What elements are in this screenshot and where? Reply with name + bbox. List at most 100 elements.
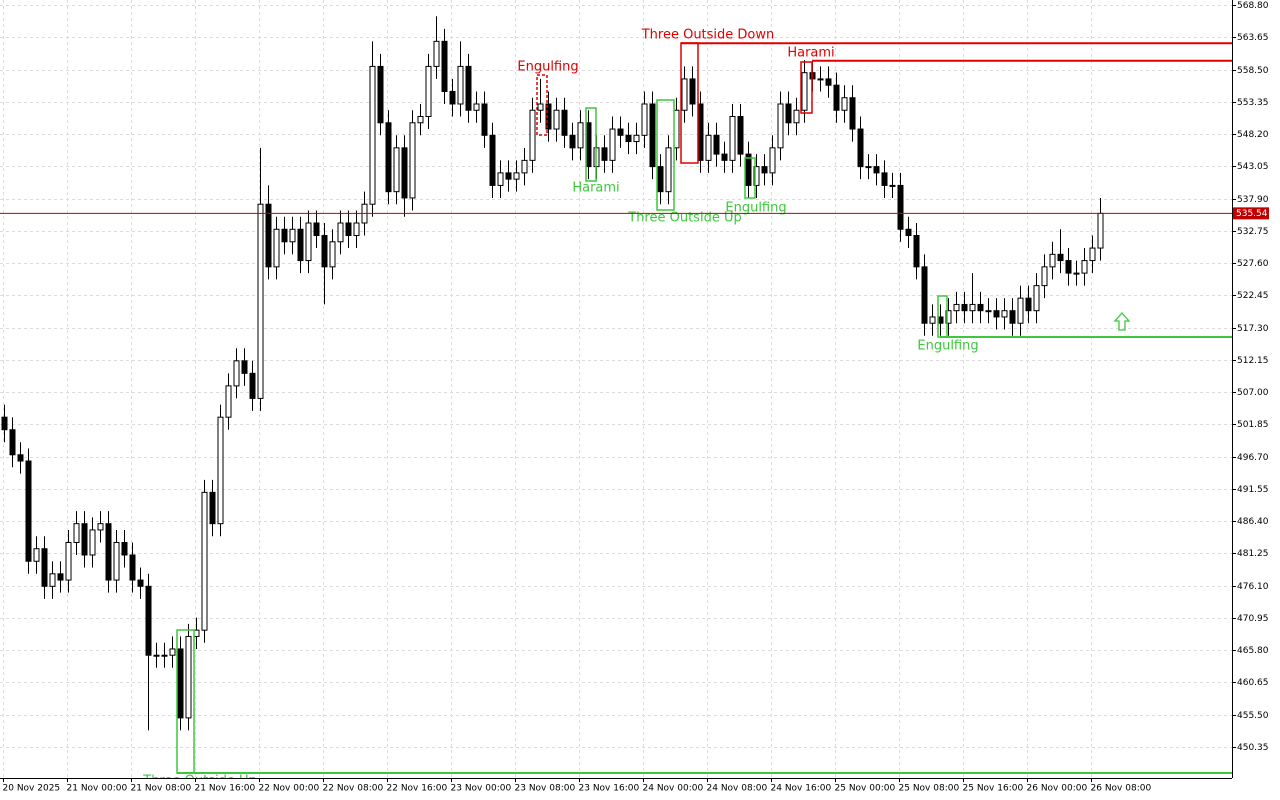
x-tick-label: 22 Nov 08:00 — [323, 784, 384, 794]
candle-body — [1033, 285, 1040, 312]
candle-body — [289, 228, 296, 243]
candle-body — [713, 134, 720, 155]
candle-body — [497, 172, 504, 186]
candle-body — [929, 316, 936, 324]
candle-body — [273, 228, 280, 268]
candle-body — [801, 72, 808, 111]
candle-body — [1025, 297, 1032, 312]
x-tick-label: 24 Nov 00:00 — [643, 784, 704, 794]
pattern-label: Harami — [572, 181, 619, 196]
candle-body — [417, 116, 424, 124]
candle-body — [217, 416, 224, 525]
candle-body — [33, 548, 40, 562]
candle-body — [257, 203, 264, 399]
candle-body — [913, 235, 920, 268]
candle-body — [65, 541, 72, 581]
candle-body — [113, 541, 120, 581]
candle-body — [825, 78, 832, 86]
candle-body — [377, 65, 384, 124]
candle-body — [449, 90, 456, 105]
candle-body — [873, 166, 880, 174]
candle-body — [433, 40, 440, 67]
candle-body — [401, 147, 408, 199]
candle-body — [945, 310, 952, 324]
candle-body — [1073, 272, 1080, 275]
y-tick-label: 460.65 — [1237, 678, 1269, 688]
candle-body — [1097, 212, 1104, 249]
y-tick-label: 568.80 — [1237, 1, 1269, 11]
candle-body — [889, 184, 896, 187]
candle-body — [857, 128, 864, 168]
candle-body — [409, 122, 416, 199]
candle-body — [665, 147, 672, 193]
candle-body — [105, 523, 112, 581]
candle-body — [337, 222, 344, 243]
candle-body — [17, 454, 24, 462]
candle-body — [985, 310, 992, 313]
candle-body — [905, 228, 912, 237]
candle-body — [977, 303, 984, 312]
candle-body — [457, 65, 464, 105]
pattern-label: Engulfing — [725, 201, 786, 216]
candle-body — [97, 523, 104, 531]
candle-body — [129, 554, 136, 581]
candle-body — [393, 147, 400, 193]
x-tick-label: 21 Nov 08:00 — [131, 784, 192, 794]
candle-body — [953, 303, 960, 312]
candle-body — [121, 541, 128, 556]
candle-body — [201, 491, 208, 631]
candle-body — [161, 654, 168, 657]
pattern-label: Engulfing — [517, 60, 578, 75]
candle-body — [1, 416, 8, 431]
x-tick-label: 20 Nov 2025 — [3, 784, 61, 794]
x-tick-label: 25 Nov 08:00 — [899, 784, 960, 794]
candle-body — [73, 523, 80, 543]
candle-body — [793, 109, 800, 124]
candle-body — [153, 654, 160, 657]
candle-body — [89, 529, 96, 556]
candle-body — [1001, 310, 1008, 318]
candle-body — [601, 147, 608, 161]
x-tick-label: 25 Nov 16:00 — [963, 784, 1024, 794]
candle-body — [1089, 247, 1096, 262]
candle-body — [313, 222, 320, 237]
candle-body — [385, 122, 392, 193]
y-tick-label: 486.40 — [1237, 517, 1269, 527]
candle-body — [849, 97, 856, 130]
candle-body — [233, 360, 240, 387]
candle-body — [921, 266, 928, 324]
candle-body — [841, 97, 848, 111]
pattern-label: Engulfing — [917, 339, 978, 354]
candle-body — [177, 648, 184, 719]
candle-body — [137, 579, 144, 587]
candle-body — [617, 128, 624, 136]
candle-body — [577, 122, 584, 149]
candle-body — [537, 103, 544, 111]
candle-body — [465, 65, 472, 111]
y-tick-label: 537.90 — [1237, 195, 1269, 205]
y-tick-label: 465.80 — [1237, 646, 1269, 656]
candle-body — [505, 172, 512, 180]
y-tick-label: 481.25 — [1237, 549, 1269, 559]
candle-body — [817, 78, 824, 81]
candle-body — [49, 573, 56, 587]
current-price-label: 535.54 — [1236, 209, 1268, 219]
pattern-box — [656, 99, 675, 211]
y-tick-label: 512.15 — [1237, 356, 1269, 366]
y-tick-label: 501.85 — [1237, 420, 1269, 430]
time-axis-bg — [0, 778, 1280, 800]
candle-body — [865, 166, 872, 169]
candle-body — [1041, 266, 1048, 287]
x-tick-label: 24 Nov 08:00 — [707, 784, 768, 794]
pattern-box — [744, 157, 756, 199]
pattern-box — [536, 74, 548, 136]
candle-body — [545, 103, 552, 130]
price-axis-bg — [1232, 0, 1280, 800]
x-tick-label: 26 Nov 00:00 — [1027, 784, 1088, 794]
y-tick-label: 491.55 — [1237, 485, 1269, 495]
candle-body — [473, 103, 480, 111]
candle-body — [369, 65, 376, 205]
candle-body — [305, 222, 312, 262]
candle-body — [649, 103, 656, 168]
